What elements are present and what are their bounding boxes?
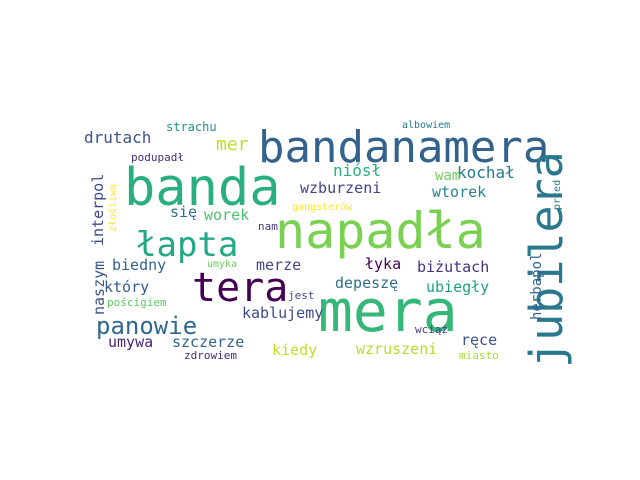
- word-cloud-word: ubiegły: [426, 278, 489, 296]
- word-cloud-word: jest: [288, 289, 315, 302]
- word-cloud-word: panowie: [96, 312, 197, 340]
- word-cloud-word: napadła: [275, 202, 486, 260]
- word-cloud-word: mera: [318, 277, 458, 345]
- word-cloud-word: wtorek: [432, 183, 486, 201]
- word-cloud-word: merze: [256, 256, 301, 274]
- word-cloud-word: łyka: [365, 255, 401, 273]
- word-cloud-word: biżutach: [417, 258, 489, 276]
- word-cloud-word: ręce: [461, 331, 497, 349]
- word-cloud-word: się: [170, 203, 197, 221]
- word-cloud-word: nam: [258, 220, 278, 233]
- word-cloud-word: niósł: [333, 161, 381, 180]
- word-cloud-word: łapta: [136, 225, 238, 265]
- word-cloud-word: który: [104, 278, 149, 296]
- word-cloud-word: albowiem: [402, 120, 450, 131]
- word-cloud-word: umyka: [207, 259, 237, 270]
- word-cloud-word: herbapol: [529, 253, 545, 320]
- word-cloud-word: kochał: [457, 163, 515, 182]
- word-cloud-word: zdrowiem: [184, 349, 237, 362]
- word-cloud-word: podupadł: [131, 151, 184, 164]
- word-cloud-word: jubilera: [520, 151, 573, 368]
- word-cloud-word: tera: [192, 265, 288, 311]
- word-cloud-word: strachu: [166, 120, 217, 134]
- word-cloud-word: przed: [552, 180, 563, 210]
- word-cloud-word: wzruszeni: [356, 340, 437, 358]
- word-cloud-word: bandanamera: [258, 122, 549, 173]
- word-cloud-word: szczerze: [172, 333, 244, 351]
- word-cloud-word: pościgiem: [107, 296, 167, 309]
- word-cloud-word: wam: [435, 168, 460, 184]
- word-cloud-word: banda: [124, 158, 281, 218]
- word-cloud-word: mer: [216, 134, 249, 155]
- word-cloud-word: gangsterów: [292, 201, 353, 213]
- word-cloud-word: biedny: [112, 256, 166, 274]
- word-cloud-word: interpol: [89, 174, 107, 246]
- word-cloud-word: umywa: [108, 333, 153, 351]
- word-cloud-word: miasto: [459, 349, 499, 362]
- word-cloud-word: worek: [204, 206, 249, 224]
- word-cloud-word: złośliwa: [107, 184, 119, 232]
- word-cloud-word: drutach: [84, 128, 151, 147]
- word-cloud-word: kablujemy: [242, 304, 323, 322]
- word-cloud-word: wzburzeni: [300, 179, 381, 197]
- word-cloud-word: naszym: [90, 261, 108, 315]
- word-cloud-word: kiedy: [272, 341, 317, 359]
- word-cloud-word: depeszę: [335, 274, 398, 292]
- word-cloud-word: wciąż: [415, 323, 448, 336]
